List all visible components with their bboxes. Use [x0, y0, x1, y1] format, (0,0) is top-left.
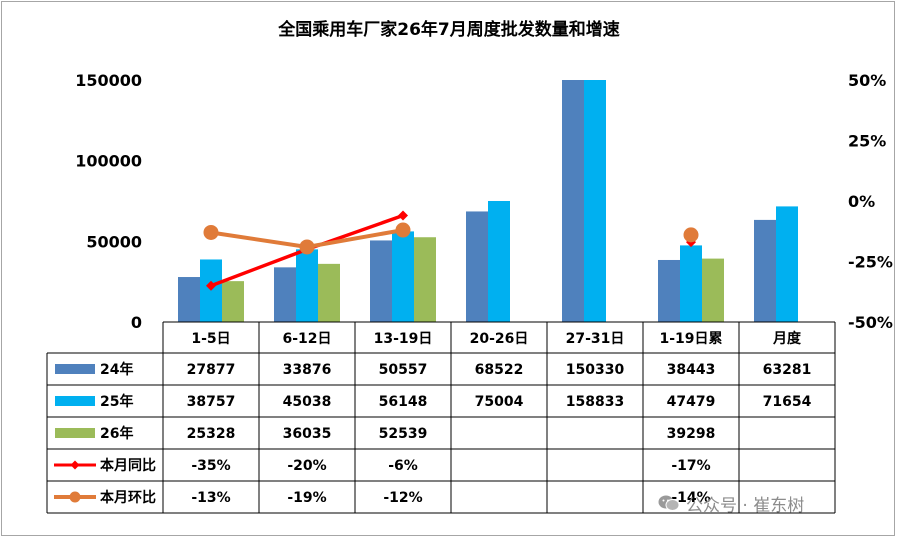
- bar-24年-1: [274, 267, 296, 322]
- bar-25年-6: [776, 206, 798, 322]
- table-cell-value: -12%: [383, 490, 422, 506]
- y-right-tick-label: 25%: [848, 132, 886, 151]
- table-cell-value: 150330: [566, 362, 625, 378]
- y-right-tick-label: -25%: [848, 253, 893, 272]
- point-本月同比-0: [206, 280, 216, 291]
- legend-key-24年: [55, 364, 95, 374]
- table-cell-value: -13%: [191, 490, 230, 506]
- legend-label-26年: 26年: [100, 425, 133, 442]
- table-cell-value: 68522: [475, 362, 524, 378]
- bar-26年-0: [222, 281, 244, 322]
- table-cell-value: 33876: [283, 362, 332, 378]
- bar-25年-0: [200, 259, 222, 322]
- table-cell-value: 45038: [283, 394, 332, 410]
- watermark: 公众号 · 崔东树: [658, 490, 804, 516]
- table-cell-value: -35%: [191, 458, 230, 474]
- category-label: 20-26日: [470, 331, 529, 347]
- legend-label-本月同比: 本月同比: [100, 457, 156, 474]
- category-label: 27-31日: [566, 331, 625, 347]
- bar-25年-1: [296, 249, 318, 322]
- bar-26年-2: [414, 237, 436, 322]
- table-cell-value: -6%: [388, 458, 418, 474]
- table-cell-value: 39298: [667, 426, 716, 442]
- point-本月环比-5: [683, 227, 699, 243]
- point-本月环比-1: [299, 239, 315, 255]
- y-left-tick-label: 150000: [75, 71, 142, 90]
- category-label: 6-12日: [282, 331, 331, 347]
- y-right-tick-label: 0%: [848, 192, 875, 211]
- table-cell-value: -20%: [287, 458, 326, 474]
- table-cell-value: 71654: [763, 394, 812, 410]
- bar-24年-5: [658, 259, 680, 322]
- table-cell-value: 158833: [566, 394, 624, 410]
- table-cell-value: 27877: [187, 362, 236, 378]
- table-cell-value: -17%: [671, 458, 710, 474]
- bar-25年-4: [584, 80, 606, 322]
- table-cell-value: 47479: [667, 394, 716, 410]
- y-left-tick-label: 0: [131, 313, 142, 332]
- y-left-tick-label: 100000: [75, 152, 142, 171]
- table-cell-value: 56148: [379, 394, 428, 410]
- table-cell-value: -19%: [287, 490, 326, 506]
- bar-24年-0: [178, 277, 200, 322]
- bar-25年-3: [488, 200, 510, 322]
- legend-key-26年: [55, 428, 95, 438]
- point-本月环比-2: [395, 222, 411, 238]
- chart-title: 全国乘用车厂家26年7月周度批发数量和增速: [277, 19, 620, 40]
- bar-25年-2: [392, 231, 414, 322]
- legend-label-25年: 25年: [100, 393, 133, 410]
- table-cell-value: 25328: [187, 426, 236, 442]
- y-right-tick-label: 50%: [848, 71, 886, 90]
- bar-24年-3: [466, 211, 488, 322]
- table-cell-value: -14%: [671, 490, 710, 506]
- bar-24年-2: [370, 240, 392, 322]
- point-本月环比-0: [203, 224, 219, 240]
- category-label: 1-5日: [191, 331, 230, 347]
- table-cell-value: 75004: [475, 394, 524, 410]
- wechat-icon: [658, 494, 680, 512]
- bar-26年-5: [702, 258, 724, 322]
- table-cell-value: 38443: [667, 362, 716, 378]
- legend-key-25年: [55, 396, 95, 406]
- y-left-tick-label: 50000: [86, 232, 142, 251]
- point-本月同比-2: [398, 210, 408, 221]
- table-cell-value: 36035: [283, 426, 332, 442]
- bar-25年-5: [680, 245, 702, 322]
- category-label: 月度: [772, 330, 802, 347]
- legend-marker-本月环比: [69, 491, 81, 503]
- legend-marker-本月同比: [70, 460, 80, 470]
- y-right-tick-label: -50%: [848, 313, 893, 332]
- bar-24年-4: [562, 80, 584, 322]
- table-cell-value: 52539: [379, 426, 428, 442]
- bar-24年-6: [754, 219, 776, 322]
- table-cell-value: 63281: [763, 362, 812, 378]
- legend-label-本月环比: 本月环比: [100, 489, 156, 506]
- bar-26年-1: [318, 263, 340, 322]
- watermark-text: 公众号 · 崔东树: [686, 495, 805, 516]
- table-cell-value: 38757: [187, 394, 236, 410]
- legend-label-24年: 24年: [100, 361, 133, 378]
- category-label: 1-19日累: [659, 331, 722, 347]
- category-label: 13-19日: [374, 331, 433, 347]
- table-cell-value: 50557: [379, 362, 428, 378]
